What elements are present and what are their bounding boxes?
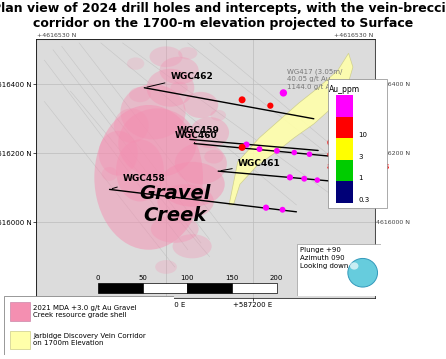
Text: 0.3: 0.3: [358, 197, 370, 203]
Text: Gravel
Creek: Gravel Creek: [139, 185, 211, 225]
Bar: [336, 181, 353, 203]
Ellipse shape: [102, 167, 117, 181]
Point: [273, 148, 281, 154]
Text: 150: 150: [225, 275, 239, 281]
Text: 4616000 N: 4616000 N: [376, 220, 410, 225]
Ellipse shape: [348, 258, 377, 287]
Ellipse shape: [127, 57, 145, 70]
Ellipse shape: [170, 81, 188, 94]
Ellipse shape: [178, 47, 197, 60]
Ellipse shape: [99, 131, 138, 176]
Text: 100: 100: [181, 275, 194, 281]
Ellipse shape: [149, 46, 182, 67]
Text: 4616200 N: 4616200 N: [376, 151, 410, 156]
Text: 200: 200: [270, 275, 283, 281]
Bar: [187, 283, 232, 293]
Bar: [98, 283, 143, 293]
Ellipse shape: [160, 57, 198, 84]
Text: 4616400 N: 4616400 N: [376, 82, 410, 87]
Bar: [336, 138, 353, 160]
Text: +4616530 N: +4616530 N: [334, 33, 374, 38]
Text: Plan view of 2024 drill holes and intercepts, with the vein-breccia
corridor on : Plan view of 2024 drill holes and interc…: [0, 2, 446, 30]
Point: [243, 142, 250, 148]
Point: [279, 207, 286, 213]
Text: 0: 0: [96, 275, 100, 281]
Polygon shape: [229, 53, 353, 205]
Text: Open to
expansion in
all directions: Open to expansion in all directions: [327, 139, 389, 171]
Point: [256, 146, 263, 152]
Title: Au_ppm: Au_ppm: [329, 85, 360, 94]
Ellipse shape: [350, 262, 359, 270]
Text: WGC459: WGC459: [177, 126, 220, 139]
Text: 1: 1: [358, 175, 363, 181]
Text: Jarbidge Discovery Vein Corridor
on 1700m Elevation: Jarbidge Discovery Vein Corridor on 1700…: [33, 333, 146, 346]
Ellipse shape: [114, 108, 149, 143]
Point: [239, 144, 246, 150]
Bar: [143, 283, 187, 293]
Point: [286, 174, 293, 180]
Ellipse shape: [129, 87, 151, 102]
Point: [306, 151, 313, 157]
Text: 3: 3: [358, 154, 363, 160]
Ellipse shape: [211, 110, 226, 121]
Text: 2021 MDA +3.0 g/t Au Gravel
Creek resource grade shell: 2021 MDA +3.0 g/t Au Gravel Creek resour…: [33, 305, 137, 318]
Ellipse shape: [151, 215, 198, 243]
Text: WGC461: WGC461: [221, 159, 281, 171]
Text: WGC462: WGC462: [147, 72, 213, 87]
Bar: [9, 302, 30, 321]
Point: [301, 176, 308, 182]
Text: WG417 (3.05m/
40.05 g/t Au,
1144.0 g/t Ag): WG417 (3.05m/ 40.05 g/t Au, 1144.0 g/t A…: [287, 68, 342, 90]
Bar: [232, 283, 277, 293]
Ellipse shape: [160, 162, 225, 207]
Point: [280, 90, 287, 96]
Point: [267, 103, 274, 108]
Text: WGC458: WGC458: [112, 174, 165, 188]
Point: [239, 97, 246, 103]
Ellipse shape: [157, 184, 214, 219]
Ellipse shape: [204, 150, 223, 164]
Text: WGC460: WGC460: [175, 131, 217, 144]
Bar: [9, 331, 30, 350]
Text: Plunge +90
Azimuth 090
Looking down: Plunge +90 Azimuth 090 Looking down: [300, 247, 348, 269]
Ellipse shape: [118, 108, 197, 177]
Ellipse shape: [146, 69, 194, 107]
Ellipse shape: [183, 92, 218, 118]
Ellipse shape: [116, 139, 164, 201]
Text: +4616530 N: +4616530 N: [37, 33, 76, 38]
Ellipse shape: [155, 260, 177, 274]
Text: 10: 10: [358, 132, 368, 138]
Ellipse shape: [95, 105, 203, 250]
Text: 50: 50: [138, 275, 147, 281]
Ellipse shape: [175, 143, 227, 184]
Point: [291, 150, 298, 155]
Ellipse shape: [173, 234, 212, 258]
Bar: [336, 160, 353, 181]
Bar: [336, 95, 353, 117]
Ellipse shape: [190, 117, 229, 148]
Point: [314, 177, 321, 183]
Ellipse shape: [120, 84, 186, 139]
Bar: [336, 117, 353, 138]
Point: [262, 205, 269, 210]
